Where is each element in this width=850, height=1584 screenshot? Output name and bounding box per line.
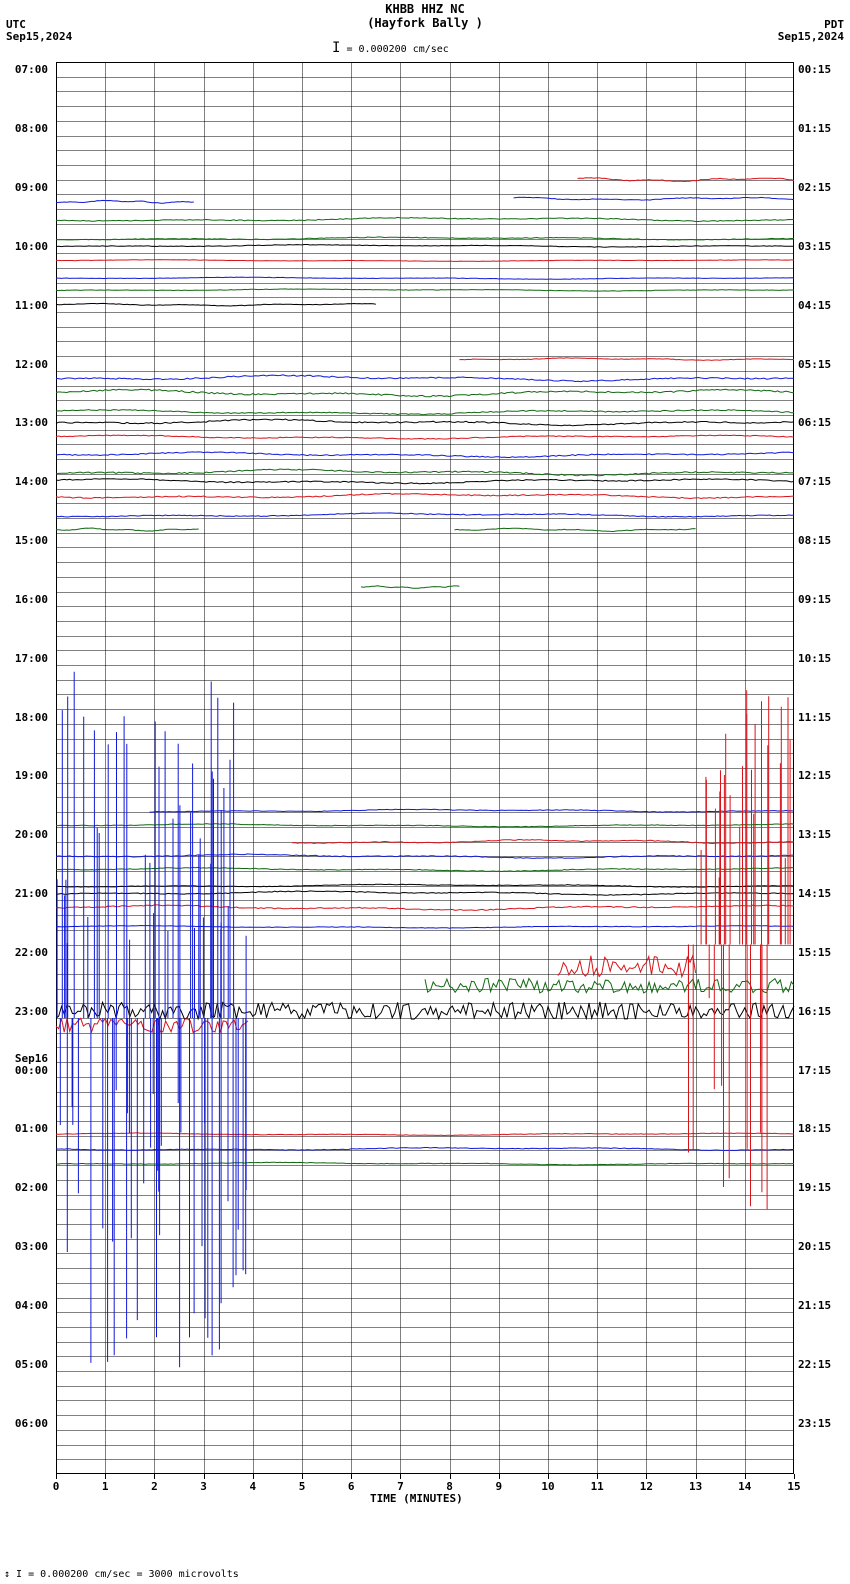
- right-tick: 13:15: [798, 828, 842, 841]
- right-tick: 11:15: [798, 711, 842, 724]
- x-tick: 11: [587, 1480, 607, 1493]
- scale-indicator-top: I = 0.000200 cm/sec: [332, 40, 449, 56]
- left-tick: 06:00: [4, 1417, 48, 1430]
- left-tick: 10:00: [4, 240, 48, 253]
- right-tick: 04:15: [798, 299, 842, 312]
- left-tick: 00:00: [4, 1064, 48, 1077]
- left-tick: 07:00: [4, 63, 48, 76]
- left-tick: 20:00: [4, 828, 48, 841]
- right-tick: 23:15: [798, 1417, 842, 1430]
- left-tick: 19:00: [4, 769, 48, 782]
- right-tick: 21:15: [798, 1299, 842, 1312]
- x-tick: 14: [735, 1480, 755, 1493]
- left-tick: 08:00: [4, 122, 48, 135]
- left-tick: 12:00: [4, 358, 48, 371]
- right-tick: 16:15: [798, 1005, 842, 1018]
- right-tick: 15:15: [798, 946, 842, 959]
- plot-area: [56, 62, 794, 1474]
- left-tick: 03:00: [4, 1240, 48, 1253]
- right-tick: 09:15: [798, 593, 842, 606]
- station-id: KHBB HHZ NC: [0, 2, 850, 16]
- left-tick: 05:00: [4, 1358, 48, 1371]
- date-right: Sep15,2024: [778, 30, 844, 43]
- right-tick: 06:15: [798, 416, 842, 429]
- x-tick: 3: [194, 1480, 214, 1493]
- left-tick: 15:00: [4, 534, 48, 547]
- header: KHBB HHZ NC (Hayfork Bally ): [0, 0, 850, 31]
- seismogram-container: KHBB HHZ NC (Hayfork Bally ) UTC PDT Sep…: [0, 0, 850, 1584]
- right-tick: 12:15: [798, 769, 842, 782]
- left-tick: 14:00: [4, 475, 48, 488]
- right-tick: 08:15: [798, 534, 842, 547]
- x-tick: 9: [489, 1480, 509, 1493]
- left-tick: 16:00: [4, 593, 48, 606]
- date-left: Sep15,2024: [6, 30, 72, 43]
- x-tick: 1: [95, 1480, 115, 1493]
- right-tick: 22:15: [798, 1358, 842, 1371]
- right-tick: 00:15: [798, 63, 842, 76]
- left-tick: 21:00: [4, 887, 48, 900]
- left-tick: 04:00: [4, 1299, 48, 1312]
- left-tick: 02:00: [4, 1181, 48, 1194]
- x-tick: 4: [243, 1480, 263, 1493]
- x-tick: 10: [538, 1480, 558, 1493]
- x-tick: 6: [341, 1480, 361, 1493]
- x-tick: 2: [144, 1480, 164, 1493]
- right-tick: 18:15: [798, 1122, 842, 1135]
- left-tick: 23:00: [4, 1005, 48, 1018]
- station-name: (Hayfork Bally ): [0, 16, 850, 30]
- right-tick: 03:15: [798, 240, 842, 253]
- right-tick: 07:15: [798, 475, 842, 488]
- right-tick: 19:15: [798, 1181, 842, 1194]
- right-tick: 14:15: [798, 887, 842, 900]
- x-axis-label: TIME (MINUTES): [370, 1492, 463, 1505]
- x-tick: 0: [46, 1480, 66, 1493]
- right-tick: 01:15: [798, 122, 842, 135]
- x-tick: 13: [686, 1480, 706, 1493]
- right-tick: 02:15: [798, 181, 842, 194]
- left-tick: 22:00: [4, 946, 48, 959]
- x-tick: 12: [636, 1480, 656, 1493]
- x-tick: 5: [292, 1480, 312, 1493]
- left-tick: 18:00: [4, 711, 48, 724]
- left-tick: 09:00: [4, 181, 48, 194]
- right-tick: 17:15: [798, 1064, 842, 1077]
- left-tick: 17:00: [4, 652, 48, 665]
- left-tick: 13:00: [4, 416, 48, 429]
- x-tick: 15: [784, 1480, 804, 1493]
- left-tick: 11:00: [4, 299, 48, 312]
- left-tick: 01:00: [4, 1122, 48, 1135]
- footer-scale: ↕ I = 0.000200 cm/sec = 3000 microvolts: [4, 1569, 239, 1580]
- right-tick: 10:15: [798, 652, 842, 665]
- right-tick: 20:15: [798, 1240, 842, 1253]
- right-tick: 05:15: [798, 358, 842, 371]
